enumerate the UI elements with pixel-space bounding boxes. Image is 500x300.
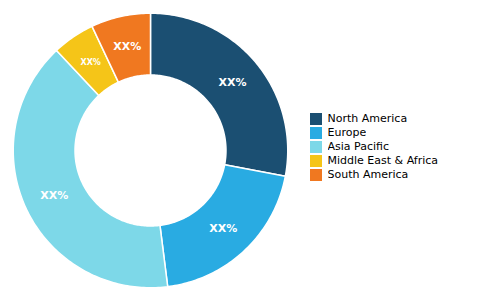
html-text:Asia Pacific: Asia Pacific <box>327 140 389 154</box>
html-text:North America: North America <box>327 112 408 126</box>
svg-text:XX%: XX% <box>113 40 141 53</box>
svg-text:XX%: XX% <box>218 76 246 89</box>
svg-text:XX%: XX% <box>209 222 237 235</box>
html-text:Middle East & Africa: Middle East & Africa <box>327 154 438 168</box>
svg-text:XX%: XX% <box>81 58 101 67</box>
svg-text:XX%: XX% <box>40 189 68 202</box>
html-text:South America: South America <box>327 168 409 182</box>
html-text:Europe: Europe <box>327 126 367 140</box>
